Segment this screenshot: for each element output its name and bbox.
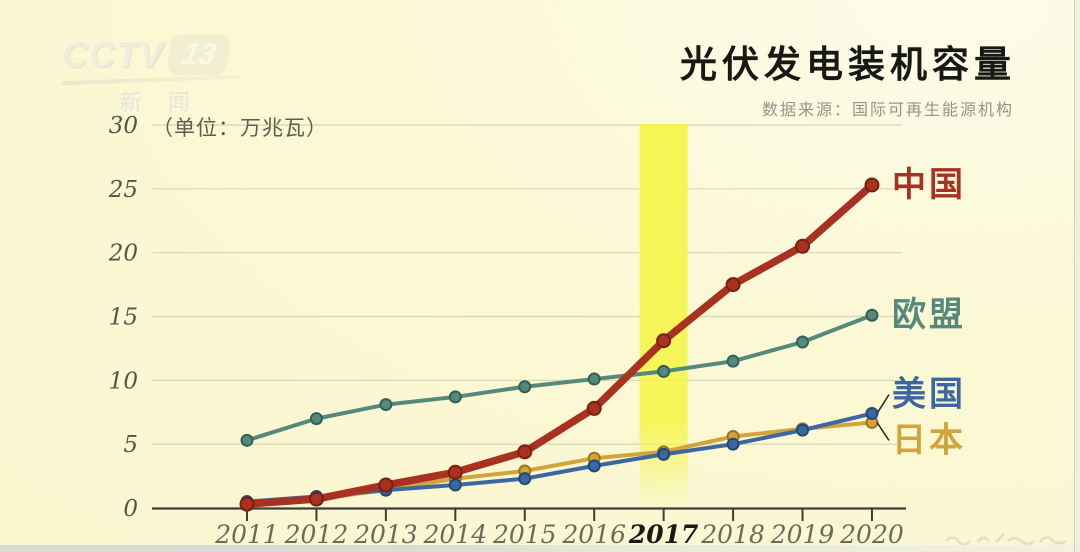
data-point-欧盟-2015 bbox=[518, 380, 532, 394]
data-point-美国-2017 bbox=[657, 447, 671, 461]
data-point-美国-2014 bbox=[448, 478, 462, 492]
gridlines bbox=[152, 124, 902, 445]
label-leader-line-日本 bbox=[876, 422, 890, 441]
svg-text:2019: 2019 bbox=[770, 520, 835, 549]
cctv-logo-subtext: 新闻 bbox=[120, 90, 217, 115]
data-point-欧盟-2018 bbox=[726, 354, 740, 368]
cctv13-logo: CCTV 13 新闻 bbox=[61, 34, 247, 115]
highlight-band-2017 bbox=[639, 124, 688, 508]
data-point-欧盟-2014 bbox=[448, 390, 462, 404]
cctv-logo-text: CCTV bbox=[62, 34, 164, 75]
data-point-中国-2015 bbox=[517, 444, 533, 460]
data-point-欧盟-2017 bbox=[657, 364, 671, 378]
series-label-日本: 日本 bbox=[892, 421, 966, 459]
data-point-美国-2018 bbox=[726, 437, 740, 451]
svg-text:2016: 2016 bbox=[561, 520, 626, 549]
svg-text:2014: 2014 bbox=[423, 520, 488, 549]
series-label-欧盟: 欧盟 bbox=[892, 296, 966, 334]
svg-text:10: 10 bbox=[109, 368, 138, 394]
series-line-中国 bbox=[239, 177, 880, 512]
x-axis-tick-labels: 2011 2012 2013 2014 2015 2016 2017 2018 2019 2020 bbox=[214, 520, 904, 549]
data-point-中国-2018 bbox=[725, 277, 741, 293]
svg-text:2020: 2020 bbox=[839, 520, 904, 549]
data-point-美国-2015 bbox=[518, 472, 532, 486]
data-point-中国-2013 bbox=[378, 477, 394, 493]
svg-text:0: 0 bbox=[123, 496, 138, 522]
data-point-美国-2020 bbox=[865, 407, 879, 421]
svg-text:2017: 2017 bbox=[628, 520, 699, 549]
data-point-美国-2019 bbox=[796, 423, 810, 437]
label-leader-line-美国 bbox=[876, 394, 890, 414]
series-label-美国: 美国 bbox=[892, 376, 966, 414]
data-point-中国-2019 bbox=[795, 238, 811, 254]
data-point-美国-2016 bbox=[587, 459, 601, 473]
data-point-欧盟-2020 bbox=[865, 308, 879, 322]
data-point-欧盟-2019 bbox=[796, 335, 810, 349]
svg-text:2011: 2011 bbox=[214, 520, 279, 549]
svg-text:25: 25 bbox=[108, 177, 138, 203]
data-point-中国-2016 bbox=[586, 400, 602, 416]
svg-text:20: 20 bbox=[108, 241, 138, 267]
svg-text:30: 30 bbox=[109, 113, 138, 139]
data-point-中国-2020 bbox=[864, 177, 880, 193]
svg-text:15: 15 bbox=[109, 305, 138, 331]
corner-watermark-smudge bbox=[945, 533, 1067, 546]
data-source-caption: 数据来源：国际可再生能源机构 bbox=[761, 102, 1014, 119]
cctv-logo-row: CCTV 13 bbox=[62, 34, 247, 76]
series-label-中国: 中国 bbox=[892, 166, 966, 204]
data-point-中国-2011 bbox=[239, 496, 255, 512]
y-axis-tick-labels: 0 5 10 15 20 25 30 bbox=[108, 113, 138, 522]
chart-title: 光伏发电装机容量 bbox=[680, 44, 1016, 85]
data-point-欧盟-2012 bbox=[309, 412, 323, 426]
svg-text:2015: 2015 bbox=[492, 520, 557, 549]
svg-text:2012: 2012 bbox=[284, 520, 349, 549]
x-axis bbox=[152, 507, 906, 521]
data-point-中国-2012 bbox=[308, 491, 324, 507]
svg-text:5: 5 bbox=[123, 432, 138, 458]
right-edge-strip bbox=[1074, 0, 1080, 552]
axis-unit-label: （单位：万兆瓦） bbox=[152, 117, 328, 140]
data-point-欧盟-2011 bbox=[240, 433, 254, 447]
data-point-中国-2014 bbox=[447, 464, 463, 480]
bottom-edge-strip bbox=[0, 545, 1080, 552]
svg-text:2018: 2018 bbox=[700, 520, 765, 549]
data-point-中国-2017 bbox=[656, 333, 672, 349]
series-line-欧盟 bbox=[240, 308, 879, 447]
data-point-欧盟-2013 bbox=[379, 398, 393, 412]
data-point-欧盟-2016 bbox=[587, 372, 601, 386]
svg-text:2013: 2013 bbox=[353, 520, 418, 549]
